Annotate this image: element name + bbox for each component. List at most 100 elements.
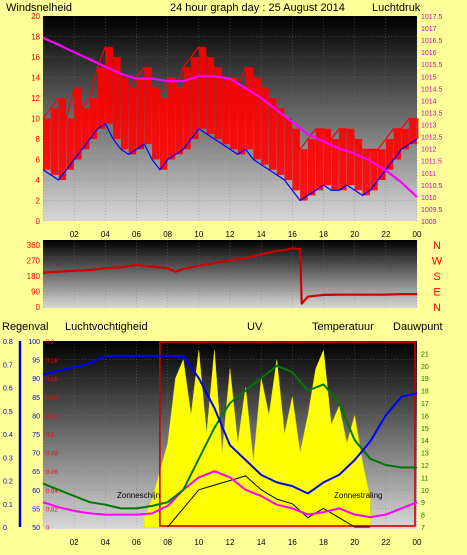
wind-axis-tick: 20 — [31, 12, 40, 21]
uv-axis-tick: 0.1 — [46, 433, 55, 439]
time-tick-label: 02 — [70, 230, 79, 239]
humidity-axis-tick: 50 — [32, 525, 40, 532]
compass-tick: S — [433, 271, 440, 283]
wind-gust-bar — [97, 67, 106, 129]
time-tick-label: 20 — [350, 230, 359, 239]
wind-gust-bar — [191, 57, 199, 139]
wind-gust-bar — [113, 57, 121, 139]
wind-gust-bar — [315, 128, 324, 191]
temperature-axis-tick: 16 — [421, 413, 429, 420]
compass-tick: N — [433, 302, 441, 314]
time-tick-label: 18 — [319, 230, 328, 239]
time-tick-label: 12 — [226, 538, 235, 547]
compass-tick: N — [433, 240, 441, 252]
temperature-axis-tick: 21 — [421, 351, 429, 358]
temperature-axis-tick: 8 — [421, 513, 425, 520]
time-tick-label: 08 — [163, 230, 172, 239]
wind-panel: 0246810121416182010091009.510101010.5101… — [31, 12, 442, 239]
wind-gust-bar — [307, 139, 316, 196]
humidity-axis-tick: 85 — [32, 395, 40, 402]
time-tick-label: 10 — [194, 230, 203, 239]
time-tick-label: 16 — [288, 538, 297, 547]
time-tick-label: 00 — [413, 538, 422, 547]
temperature-axis-tick: 18 — [421, 389, 429, 396]
pressure-axis-tick: 1009 — [421, 219, 437, 226]
wind-gust-bar — [128, 87, 137, 155]
wind-gust-bar — [354, 139, 363, 191]
humidity-line — [42, 354, 418, 495]
wind-direction-line — [42, 247, 417, 305]
time-tick-label: 16 — [288, 230, 297, 239]
pressure-axis-tick: 1017 — [421, 26, 437, 33]
temperature-label: Temperatuur — [312, 321, 374, 333]
wind-axis-tick: 0 — [36, 217, 41, 226]
pressure-line — [42, 36, 418, 198]
pressure-axis-tick: 1016.5 — [421, 38, 443, 45]
temperature-axis-tick: 13 — [421, 451, 429, 458]
humidity-axis-tick: 80 — [32, 413, 40, 420]
time-tick-label: 22 — [381, 538, 390, 547]
wind-gust-bar — [323, 128, 331, 186]
wind-gust-bar — [300, 149, 308, 201]
wind-gust-bar — [245, 67, 254, 150]
compass-tick: E — [433, 287, 440, 299]
pressure-axis-tick: 1012.5 — [421, 135, 443, 142]
time-tick-label: 04 — [101, 538, 110, 547]
wind-speed-label: Windsnelheid — [6, 2, 72, 14]
sunshine-label: Zonneschijn — [117, 491, 160, 500]
uv-label: UV — [247, 321, 263, 333]
rain-axis-tick: 0.7 — [3, 362, 13, 369]
dewpoint-label: Dauwpunt — [393, 321, 443, 333]
time-tick-label: 00 — [413, 230, 422, 239]
rain-axis-tick: 0 — [3, 525, 7, 532]
rain-label: Regenval — [2, 321, 48, 333]
temperature-line — [42, 364, 417, 510]
temperature-axis-tick: 19 — [421, 376, 429, 383]
wind-gust-bar — [43, 118, 51, 170]
humidity-axis-tick: 65 — [32, 469, 40, 476]
time-tick-label: 04 — [101, 230, 110, 239]
pressure-axis-tick: 1011.5 — [421, 159, 442, 166]
pressure-axis-tick: 1016 — [421, 50, 437, 57]
pressure-label: Luchtdruk — [372, 2, 421, 14]
wind-axis-tick: 4 — [36, 176, 41, 185]
time-tick-label: 20 — [350, 538, 359, 547]
uv-axis-tick: 0.06 — [46, 470, 58, 476]
time-tick-label: 10 — [194, 538, 203, 547]
compass-tick: W — [432, 256, 443, 268]
climate-panel: 00.10.20.30.40.50.60.70.8505560657075808… — [3, 339, 429, 547]
wind-axis-tick: 16 — [31, 53, 40, 62]
humidity-axis-tick: 60 — [32, 488, 40, 495]
temperature-axis-tick: 20 — [421, 364, 429, 371]
wind-gust-bar — [167, 77, 176, 160]
wind-gust-bar — [346, 128, 355, 186]
rain-axis-tick: 0.8 — [3, 339, 13, 346]
humidity-axis-tick: 75 — [32, 432, 40, 439]
temperature-axis-tick: 17 — [421, 401, 429, 408]
uv-line — [167, 475, 371, 528]
direction-axis-tick: 0 — [36, 303, 41, 312]
wind-gust-bar — [222, 77, 230, 145]
humidity-axis-tick: 100 — [28, 339, 40, 346]
time-tick-label: 06 — [132, 538, 141, 547]
wind-gust-bar — [175, 87, 183, 155]
rain-axis-tick: 0.3 — [3, 455, 13, 462]
wind-gust-line — [42, 46, 417, 150]
wind-gust-bar — [393, 128, 402, 160]
time-tick-label: 08 — [163, 538, 172, 547]
wind-gust-bar — [74, 87, 82, 160]
time-tick-label: 02 — [70, 538, 79, 547]
wind-gust-bar — [417, 118, 419, 139]
wind-gust-bar — [362, 149, 370, 196]
uv-axis-tick: 0.12 — [46, 414, 58, 420]
wind-gust-bar — [409, 118, 417, 145]
uv-axis-tick: 0 — [46, 526, 50, 532]
wind-gust-bar — [378, 149, 386, 180]
temperature-axis-tick: 15 — [421, 426, 429, 433]
time-tick-label: 22 — [381, 230, 390, 239]
direction-axis-tick: 90 — [31, 288, 40, 297]
wind-axis-tick: 14 — [31, 74, 40, 83]
wind-axis-tick: 2 — [36, 197, 41, 206]
